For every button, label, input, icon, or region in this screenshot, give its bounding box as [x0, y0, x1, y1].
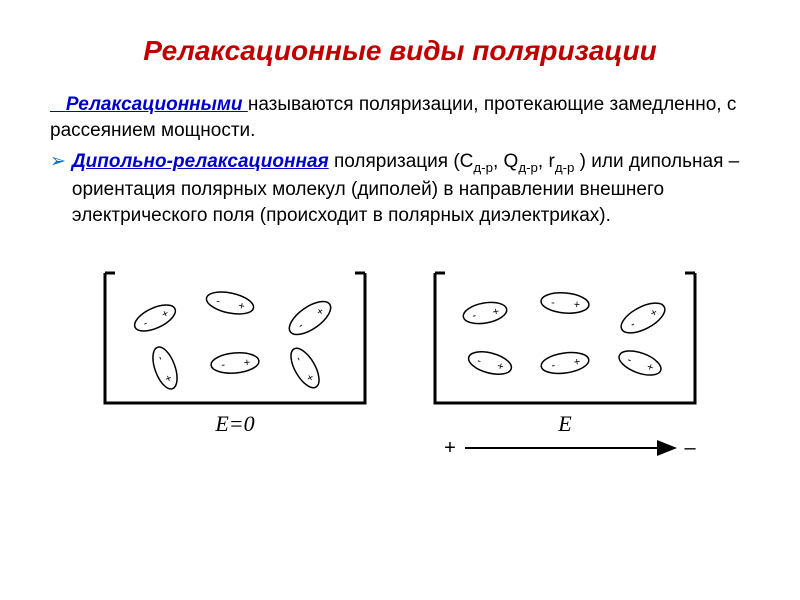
term-relaxational: Релаксационными — [50, 94, 248, 115]
diagram-left: -+-+-+-+-+-+E=0 — [95, 263, 375, 443]
svg-text:E: E — [557, 411, 572, 436]
term-dipole-relax: Дипольно-релаксационная — [72, 151, 329, 172]
para2-body: Дипольно-релаксационная поляризация (Cд-… — [72, 149, 750, 228]
svg-text:+: + — [243, 357, 250, 370]
svg-text:E=0: E=0 — [214, 411, 254, 436]
slide-title: Релаксационные виды поляризации — [50, 35, 750, 67]
svg-text:+: + — [573, 299, 580, 312]
paragraph-2: ➢ Дипольно-релаксационная поляризация (C… — [50, 149, 750, 228]
diagram-right-svg: -+-+-+-+-+-+E+– — [425, 263, 705, 463]
paragraph-1: Релаксационными называются поляризации, … — [50, 92, 750, 143]
diagram-left-svg: -+-+-+-+-+-+E=0 — [95, 263, 375, 438]
bullet-icon: ➢ — [50, 149, 66, 175]
svg-text:+: + — [444, 437, 456, 459]
diagram-area: -+-+-+-+-+-+E=0 -+-+-+-+-+-+E+– — [50, 263, 750, 468]
diagram-right: -+-+-+-+-+-+E+– — [425, 263, 705, 468]
svg-text:–: – — [684, 437, 696, 459]
